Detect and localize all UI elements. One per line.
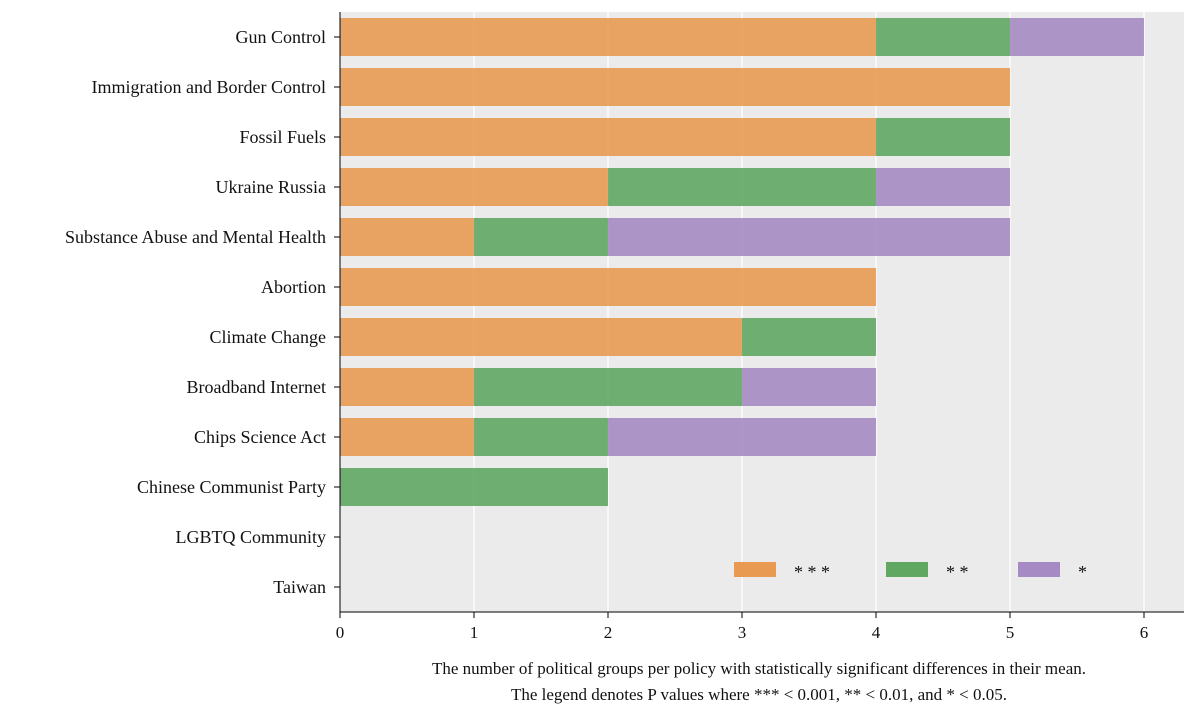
bar-segment xyxy=(340,168,608,206)
y-tick-label: Chinese Communist Party xyxy=(137,477,326,497)
bar-segment xyxy=(340,418,474,456)
bar-segment xyxy=(474,368,742,406)
legend-label: * * * xyxy=(794,562,830,582)
y-tick-label: Chips Science Act xyxy=(194,427,326,447)
x-axis-label-line-2: The legend denotes P values where *** < … xyxy=(511,685,1007,704)
x-tick-layer: 0 1 2 3 4 5 6 xyxy=(336,612,1149,642)
legend: * * * * * * xyxy=(734,562,1087,582)
y-tick-label: Ukraine Russia xyxy=(216,177,326,197)
y-tick-label: Immigration and Border Control xyxy=(92,77,326,97)
bar-segment xyxy=(340,68,1010,106)
bar-segment xyxy=(876,168,1010,206)
bar-segment xyxy=(608,418,876,456)
y-tick-label: Climate Change xyxy=(210,327,326,347)
bar-segment xyxy=(340,318,742,356)
bar-segment xyxy=(608,168,876,206)
y-tick-label: Fossil Fuels xyxy=(239,127,326,147)
legend-label: * * xyxy=(946,562,969,582)
bar-segment xyxy=(340,18,876,56)
bar-segment xyxy=(474,218,608,256)
legend-swatch xyxy=(886,562,928,577)
bar-segment xyxy=(1010,18,1144,56)
x-tick-label: 5 xyxy=(1006,623,1015,642)
plot-background xyxy=(340,12,1184,612)
bar-segment xyxy=(340,218,474,256)
legend-swatch xyxy=(734,562,776,577)
bar-segment xyxy=(340,268,876,306)
bar-segment xyxy=(876,118,1010,156)
legend-label: * xyxy=(1078,562,1087,582)
x-tick-label: 3 xyxy=(738,623,747,642)
bar-segment xyxy=(340,118,876,156)
grid-layer xyxy=(473,12,1145,612)
bar-segment xyxy=(474,418,608,456)
bar-segment xyxy=(340,468,608,506)
y-tick-label: Gun Control xyxy=(235,27,326,47)
legend-swatch xyxy=(1018,562,1060,577)
y-tick-label: Abortion xyxy=(261,277,326,297)
axis-layer xyxy=(339,12,1184,613)
x-axis-label-line-1: The number of political groups per polic… xyxy=(432,659,1086,678)
bar-segment xyxy=(876,18,1010,56)
y-tick-label: LGBTQ Community xyxy=(175,527,326,547)
x-tick-label: 6 xyxy=(1140,623,1149,642)
x-tick-label: 4 xyxy=(872,623,881,642)
y-tick-label: Taiwan xyxy=(273,577,326,597)
bar-segment xyxy=(742,318,876,356)
bar-layer xyxy=(340,18,1144,506)
bar-segment xyxy=(340,368,474,406)
x-tick-label: 0 xyxy=(336,623,345,642)
y-tick-layer: Gun Control Immigration and Border Contro… xyxy=(65,27,340,597)
x-tick-label: 2 xyxy=(604,623,613,642)
y-tick-label: Broadband Internet xyxy=(187,377,326,397)
bar-segment xyxy=(742,368,876,406)
y-tick-label: Substance Abuse and Mental Health xyxy=(65,227,326,247)
x-tick-label: 1 xyxy=(470,623,479,642)
bar-segment xyxy=(608,218,1010,256)
